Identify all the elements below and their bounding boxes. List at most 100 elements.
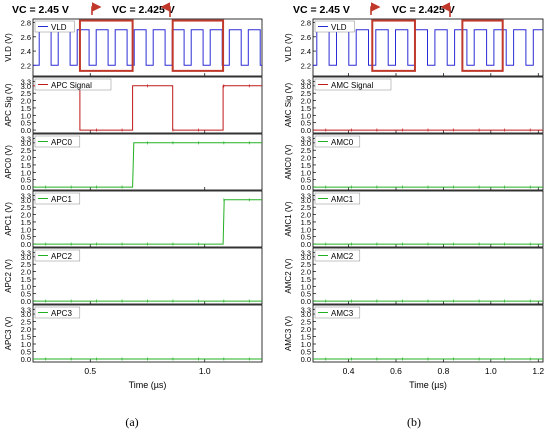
legend-label: AMC0 xyxy=(331,138,354,147)
y-axis-label: VLD (V) xyxy=(284,33,293,62)
subplot-1: 2.2 2.4 2.6 2.8 VLD (V) VLD xyxy=(4,19,263,77)
x-tick-label: 0.4 xyxy=(343,366,355,376)
legend-box xyxy=(314,249,361,262)
y-tick-label: 0.0 xyxy=(301,355,311,364)
y-tick-label: 0.5 xyxy=(301,290,311,299)
series-line xyxy=(33,29,262,66)
y-tick-label: 0.5 xyxy=(21,233,31,242)
y-tick-label: 3.3 xyxy=(301,77,311,86)
legend-box xyxy=(314,78,392,91)
legend-label: APC Signal xyxy=(51,81,92,90)
y-axis-label: APC Sig (V) xyxy=(4,83,13,126)
legend: VLD xyxy=(314,20,355,33)
y-tick-label: 1.5 xyxy=(301,333,311,342)
y-tick-label: 3.3 xyxy=(21,191,31,200)
y-tick-label: 3.0 xyxy=(21,310,31,319)
y-axis-label: APC1 (V) xyxy=(4,202,13,236)
x-tick-label: 1.2 xyxy=(532,366,544,376)
y-tick-label: 0.0 xyxy=(21,355,31,364)
y-tick-label: 2.5 xyxy=(301,318,311,327)
y-tick-label: 1.0 xyxy=(301,111,311,120)
highlight-box xyxy=(371,19,416,72)
legend-label: APC3 xyxy=(51,309,72,318)
legend-box xyxy=(34,249,81,262)
legend-label: AMC1 xyxy=(331,195,354,204)
subplot-4: 0.00.51.01.52.02.53.03.3 APC1 (V) APC1 xyxy=(4,190,263,249)
y-tick-label: 2.0 xyxy=(301,268,311,277)
subplot-5: 0.00.51.01.52.02.53.03.3 APC2 (V) APC2 xyxy=(4,247,263,306)
x-tick-label: 0.8 xyxy=(437,366,449,376)
legend-label: APC1 xyxy=(51,195,72,204)
subplot-4: 0.00.51.01.52.02.53.03.3 AMC1 (V) AMC1 xyxy=(284,190,544,249)
y-tick-label: 0.0 xyxy=(21,240,31,249)
y-tick-label: 1.0 xyxy=(21,168,31,177)
y-tick-label: 2.5 xyxy=(21,318,31,327)
panel-label-b: (b) xyxy=(407,415,421,429)
series-line xyxy=(313,29,543,66)
legend-box xyxy=(314,306,361,319)
y-axis-label: AMC3 (V) xyxy=(284,316,293,351)
legend-label: VLD xyxy=(331,23,347,32)
y-tick-label: 0.5 xyxy=(301,348,311,357)
subplot-3: 0.00.51.01.52.02.53.03.3 AMC0 (V) AMC0 xyxy=(284,133,544,192)
y-tick-label: 2.0 xyxy=(301,154,311,163)
y-tick-label: 0.5 xyxy=(21,176,31,185)
legend: AMC Signal xyxy=(314,78,392,91)
y-axis-label: VLD (V) xyxy=(4,33,13,62)
y-tick-label: 1.0 xyxy=(301,340,311,349)
y-tick-label: 3.3 xyxy=(301,134,311,143)
legend: APC2 xyxy=(34,249,81,262)
y-tick-label: 3.0 xyxy=(301,139,311,148)
y-tick-label: 1.5 xyxy=(301,275,311,284)
y-axis-label: AMC2 (V) xyxy=(284,258,293,293)
legend: AMC1 xyxy=(314,192,361,205)
legend: AMC3 xyxy=(314,306,361,319)
legend-label: AMC Signal xyxy=(331,81,373,90)
highlight-box xyxy=(78,19,134,72)
y-tick-label: 3.3 xyxy=(21,306,31,315)
y-tick-label: 3.0 xyxy=(21,139,31,148)
legend-label: APC0 xyxy=(51,138,72,147)
y-tick-label: 2.0 xyxy=(21,97,31,106)
legend: APC Signal xyxy=(34,78,112,91)
y-tick-label: 0.0 xyxy=(301,183,311,192)
y-tick-label: 0.5 xyxy=(21,348,31,357)
subplot-2: 0.00.51.01.52.02.53.03.3 AMC Sig (V) AMC S… xyxy=(284,76,544,135)
y-tick-label: 1.0 xyxy=(301,225,311,234)
series-line xyxy=(33,85,262,131)
subplot-frame xyxy=(312,76,544,134)
vc-label: VC = 2.425 V xyxy=(112,4,175,16)
legend-label: VLD xyxy=(51,23,67,32)
vc-label: VC = 2.45 V xyxy=(293,4,350,16)
y-tick-label: 1.0 xyxy=(21,282,31,291)
vc-arrow xyxy=(370,2,381,15)
y-tick-label: 3.3 xyxy=(301,248,311,257)
highlight-box xyxy=(171,19,225,72)
y-tick-label: 2.4 xyxy=(301,47,311,56)
x-tick-label: 1.0 xyxy=(485,366,497,376)
legend-box xyxy=(34,20,75,33)
y-tick-label: 3.0 xyxy=(301,82,311,91)
y-tick-label: 2.4 xyxy=(21,47,31,56)
legend: AMC0 xyxy=(314,135,361,148)
y-tick-label: 0.5 xyxy=(301,233,311,242)
y-tick-label: 1.5 xyxy=(301,161,311,170)
y-tick-label: 0.0 xyxy=(21,183,31,192)
y-tick-label: 2.8 xyxy=(21,19,31,28)
subplot-3: 0.00.51.01.52.02.53.03.3 APC0 (V) APC0 xyxy=(4,133,263,192)
legend: VLD xyxy=(34,20,75,33)
vc-arrow xyxy=(91,2,102,15)
subplot-frame xyxy=(312,247,544,305)
y-tick-label: 2.0 xyxy=(21,154,31,163)
legend-label: AMC3 xyxy=(331,309,354,318)
y-tick-label: 2.2 xyxy=(301,61,311,70)
y-tick-label: 2.5 xyxy=(301,89,311,98)
y-tick-label: 0.0 xyxy=(301,126,311,135)
subplot-6: 0.00.51.01.52.02.53.03.3 AMC3 (V) AMC3 xyxy=(284,304,544,364)
y-tick-label: 0.0 xyxy=(21,297,31,306)
y-tick-label: 2.8 xyxy=(301,19,311,28)
y-tick-label: 1.5 xyxy=(21,275,31,284)
y-tick-label: 2.0 xyxy=(301,325,311,334)
panel-label-a: (a) xyxy=(125,415,138,429)
